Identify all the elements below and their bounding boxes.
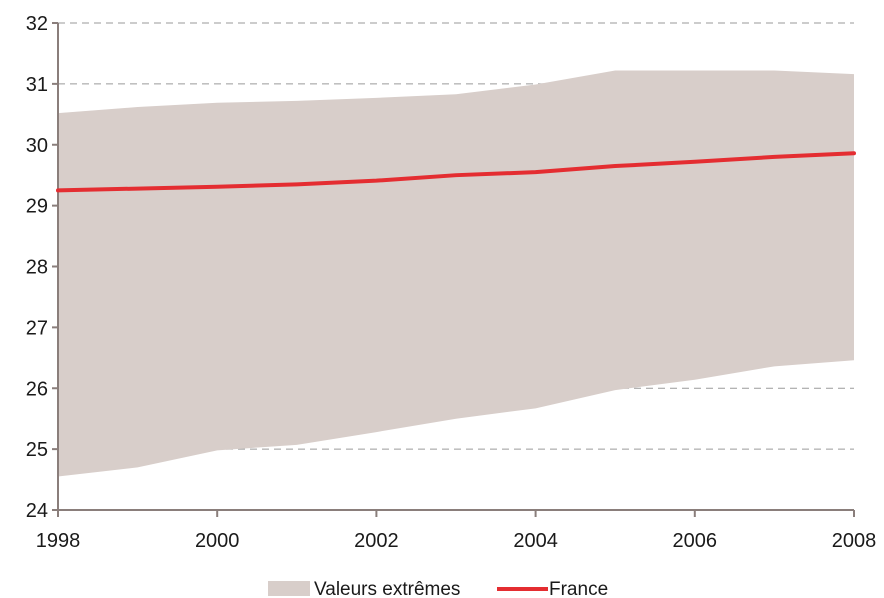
x-tick-label: 2000: [195, 530, 240, 552]
legend-swatch-extreme-values: [268, 581, 310, 596]
y-tick-label: 30: [26, 135, 48, 157]
x-axis-ticks: 1998 2000 2002 2004 2006 2008: [36, 510, 877, 552]
legend-label-extreme-values: Valeurs extrêmes: [314, 579, 460, 598]
y-tick-label: 32: [26, 13, 48, 35]
y-tick-label: 31: [26, 74, 48, 96]
x-tick-label: 2004: [513, 530, 558, 552]
france-line: [56, 151, 856, 193]
y-tick-label: 29: [26, 196, 48, 218]
extreme-values-band: [58, 70, 854, 477]
legend: Valeurs extrêmes France: [268, 579, 608, 598]
legend-label-france: France: [549, 579, 608, 598]
x-tick-label: 2006: [673, 530, 718, 552]
y-tick-label: 28: [26, 257, 48, 279]
x-tick-label: 1998: [36, 530, 81, 552]
y-axis-ticks: 24 25 26 27 28 29 30 31 32: [26, 13, 58, 522]
y-tick-label: 24: [26, 500, 48, 522]
x-tick-label: 2008: [832, 530, 877, 552]
y-tick-label: 25: [26, 439, 48, 461]
y-tick-label: 27: [26, 317, 48, 339]
y-tick-label: 26: [26, 378, 48, 400]
x-tick-label: 2002: [354, 530, 399, 552]
